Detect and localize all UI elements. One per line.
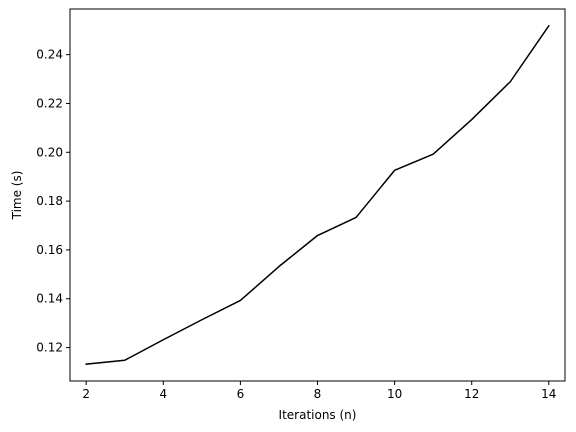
x-axis-label: Iterations (n)	[279, 408, 357, 422]
x-tick-label: 14	[541, 387, 556, 401]
y-axis: 0.12 0.14 0.16 0.18 0.20 0.22 0.24	[36, 48, 70, 355]
y-tick-label: 0.24	[36, 48, 63, 62]
series-line-0	[85, 24, 550, 365]
x-tick-label: 12	[464, 387, 479, 401]
x-axis: 2 4 6 8 10 12 14	[82, 381, 556, 401]
y-tick-label: 0.14	[36, 292, 63, 306]
y-tick-label: 0.16	[36, 243, 63, 257]
x-tick-label: 6	[237, 387, 245, 401]
x-tick-label: 2	[82, 387, 90, 401]
x-tick-label: 8	[314, 387, 322, 401]
y-tick-label: 0.20	[36, 145, 63, 159]
series-layer	[85, 24, 550, 365]
y-tick-label: 0.22	[36, 96, 63, 110]
y-tick-label: 0.12	[36, 341, 63, 355]
y-axis-label: Time (s)	[10, 171, 24, 221]
y-tick-label: 0.18	[36, 194, 63, 208]
x-tick-label: 10	[387, 387, 402, 401]
x-tick-label: 4	[159, 387, 167, 401]
